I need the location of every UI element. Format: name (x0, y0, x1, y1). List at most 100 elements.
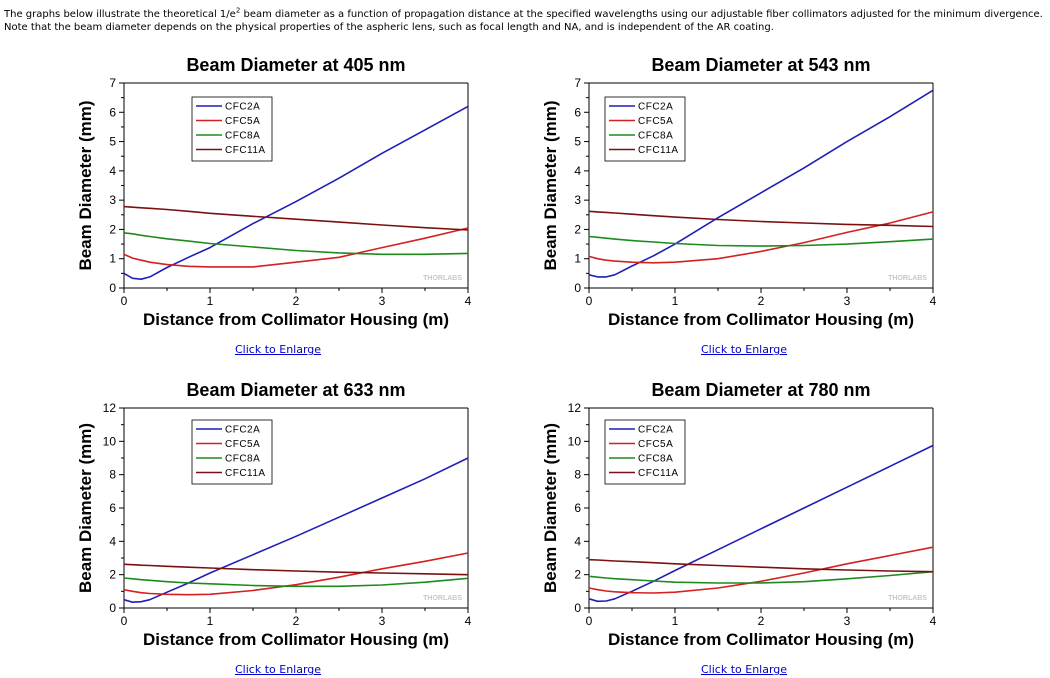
enlarge-link-543nm[interactable]: Click to Enlarge (701, 343, 788, 356)
chart-3-title: Beam Diameter at 780 nm (651, 380, 870, 400)
chart-3-xtick-label: 1 (672, 614, 679, 628)
chart-2-ytick-label: 12 (103, 401, 117, 415)
intro-paragraph: The graphs below illustrate the theoreti… (4, 7, 1044, 34)
chart-3-ytick-label: 6 (574, 501, 581, 515)
chart-2-legend-box (191, 419, 273, 485)
chart-2-ylabel: Beam Diameter (mm) (76, 423, 95, 593)
chart-1-xtick-label: 1 (672, 294, 679, 308)
chart-2-xtick-label: 4 (465, 614, 472, 628)
chart-0-ytick-label: 7 (109, 76, 116, 90)
chart-0-ytick-label: 2 (109, 222, 116, 236)
chart-2-ytick-label: 2 (109, 568, 116, 582)
chart-1-legend-label-cfc11a: CFC11A (638, 145, 679, 156)
chart-0-ytick-label: 4 (109, 164, 116, 178)
chart-0-watermark: THORLABS (423, 275, 462, 282)
chart-2-xtick-label: 0 (121, 614, 128, 628)
chart-0-xtick-label: 2 (293, 294, 300, 308)
chart-1-series-cfc5a (588, 211, 934, 264)
chart-0-series-cfc5a (123, 227, 469, 268)
chart-3-series-cfc8a (588, 570, 934, 584)
chart-1-ytick-label: 7 (574, 76, 581, 90)
chart-0-xtick-label: 3 (379, 294, 386, 308)
chart-1-ytick-label: 3 (574, 193, 581, 207)
chart-1-ytick-label: 0 (574, 281, 581, 295)
chart-1-ylabel: Beam Diameter (mm) (541, 100, 560, 270)
chart-1-series-cfc11a (588, 210, 934, 228)
enlarge-link-405nm[interactable]: Click to Enlarge (235, 343, 322, 356)
chart-1-xtick-label: 0 (586, 294, 593, 308)
chart-1-xtick-label: 4 (930, 294, 937, 308)
chart-3-xtick-label: 4 (930, 614, 937, 628)
chart-0-legend-label-cfc8a: CFC8A (225, 131, 260, 142)
chart-1-legend-label-cfc5a: CFC5A (638, 116, 673, 127)
chart-2-watermark: THORLABS (423, 595, 462, 602)
chart-2-ytick-label: 8 (109, 468, 116, 482)
intro-text-end: beam diameter as a function of propagati… (4, 9, 1043, 33)
chart-2-series-cfc2a (123, 457, 469, 603)
chart-0-ylabel: Beam Diameter (mm) (76, 100, 95, 270)
chart-1-xtick-label: 2 (758, 294, 765, 308)
chart-3-xlabel: Distance from Collimator Housing (m) (608, 630, 914, 649)
chart-2-xtick-label: 2 (293, 614, 300, 628)
chart-1-ytick-label: 4 (574, 164, 581, 178)
chart-0-ytick-label: 3 (109, 193, 116, 207)
chart-1-legend-label-cfc2a: CFC2A (638, 102, 673, 113)
chart-0-title: Beam Diameter at 405 nm (186, 55, 405, 75)
chart-3-ytick-label: 2 (574, 568, 581, 582)
chart-0-legend-label-cfc2a: CFC2A (225, 102, 260, 113)
chart-3-legend-label-cfc5a: CFC5A (638, 439, 673, 450)
chart-3-ylabel: Beam Diameter (mm) (541, 423, 560, 593)
chart-2-xtick-label: 1 (207, 614, 214, 628)
chart-543nm[interactable]: Beam Diameter at 543 nm 0 1 2 3 4 5 6 7 0 1 2 3 4 Dist… (535, 50, 975, 345)
chart-0-xtick-label: 0 (121, 294, 128, 308)
chart-405nm[interactable]: Beam Diameter at 405 nm 0 1 2 3 4 5 6 7 0 1 2 3 4 Dist… (70, 50, 510, 345)
chart-1-ytick-label: 1 (574, 252, 581, 266)
chart-0-ytick-label: 1 (109, 252, 116, 266)
chart-2-ytick-label: 6 (109, 501, 116, 515)
chart-3-legend-label-cfc8a: CFC8A (638, 454, 673, 465)
chart-3-xtick-label: 3 (844, 614, 851, 628)
chart-2-xlabel: Distance from Collimator Housing (m) (143, 630, 449, 649)
chart-0-xlabel: Distance from Collimator Housing (m) (143, 310, 449, 329)
chart-0-series-cfc11a (123, 205, 469, 231)
chart-1-legend-label-cfc8a: CFC8A (638, 131, 673, 142)
chart-2-ytick-label: 0 (109, 601, 116, 615)
chart-1-xlabel: Distance from Collimator Housing (m) (608, 310, 914, 329)
chart-3-series-cfc5a (588, 546, 934, 594)
chart-3-ytick-label: 12 (568, 401, 582, 415)
chart-1-ytick-label: 6 (574, 105, 581, 119)
chart-2-series-cfc5a (123, 552, 469, 596)
chart-3-ytick-label: 10 (568, 434, 582, 448)
chart-2-legend-label-cfc5a: CFC5A (225, 439, 260, 450)
chart-1-ytick-label: 2 (574, 222, 581, 236)
intro-text-start: The graphs below illustrate the theoreti… (4, 9, 236, 20)
chart-0-ytick-label: 0 (109, 281, 116, 295)
chart-0-legend-label-cfc5a: CFC5A (225, 116, 260, 127)
chart-2-ytick-label: 4 (109, 534, 116, 548)
chart-0-legend-label-cfc11a: CFC11A (225, 145, 266, 156)
chart-2-legend-label-cfc11a: CFC11A (225, 468, 266, 479)
chart-0-series-cfc8a (123, 232, 469, 256)
chart-3-ytick-label: 4 (574, 534, 581, 548)
chart-3-ytick-label: 8 (574, 468, 581, 482)
chart-3-legend-label-cfc11a: CFC11A (638, 468, 679, 479)
chart-3-legend-box (604, 419, 686, 485)
enlarge-link-633nm[interactable]: Click to Enlarge (235, 663, 322, 676)
chart-3-watermark: THORLABS (888, 595, 927, 602)
enlarge-link-780nm[interactable]: Click to Enlarge (701, 663, 788, 676)
chart-2-legend-label-cfc8a: CFC8A (225, 454, 260, 465)
chart-2-series-cfc8a (123, 577, 469, 588)
chart-3-xtick-label: 2 (758, 614, 765, 628)
chart-0-xtick-label: 4 (465, 294, 472, 308)
chart-3-series-cfc11a (588, 558, 934, 573)
chart-2-legend-label-cfc2a: CFC2A (225, 425, 260, 436)
chart-1-series-cfc8a (588, 235, 934, 247)
chart-0-ytick-label: 5 (109, 135, 116, 149)
chart-0-legend-box (191, 96, 273, 162)
chart-2-xtick-label: 3 (379, 614, 386, 628)
chart-0-series-cfc2a (123, 105, 469, 280)
chart-2-series-cfc11a (123, 563, 469, 576)
chart-1-watermark: THORLABS (888, 275, 927, 282)
